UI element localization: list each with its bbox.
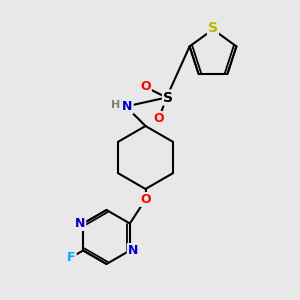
Text: S: S bbox=[163, 91, 173, 104]
Text: N: N bbox=[75, 217, 85, 230]
Text: O: O bbox=[140, 80, 151, 94]
Text: F: F bbox=[67, 251, 76, 264]
Text: H: H bbox=[111, 100, 120, 110]
Text: N: N bbox=[128, 244, 138, 257]
Text: N: N bbox=[122, 100, 133, 113]
Text: O: O bbox=[140, 193, 151, 206]
Text: O: O bbox=[154, 112, 164, 125]
Text: S: S bbox=[208, 21, 218, 35]
